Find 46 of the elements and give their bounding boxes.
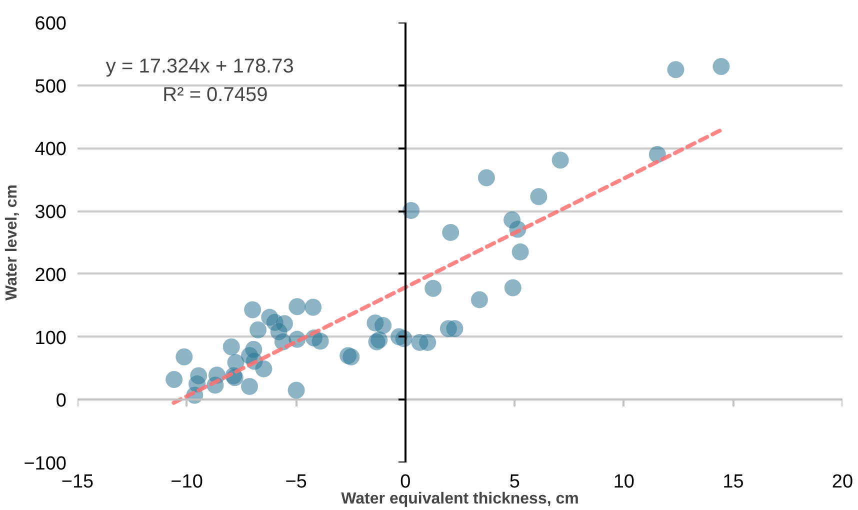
point	[478, 169, 495, 186]
y-tick-label: 200	[34, 264, 66, 286]
point	[374, 316, 392, 334]
x-tick-label: −5	[285, 472, 307, 492]
y-tick-label: −100	[24, 454, 66, 474]
point	[419, 334, 436, 351]
y-tick-label: 0	[56, 390, 67, 412]
point	[288, 382, 305, 399]
point	[288, 298, 306, 316]
point	[244, 301, 262, 318]
point	[504, 279, 522, 296]
point	[176, 348, 193, 366]
y-tick-label: 300	[34, 202, 66, 224]
x-tick-label: −10	[170, 472, 203, 492]
point	[255, 360, 272, 378]
x-tick-label: 15	[722, 472, 744, 492]
point	[166, 371, 183, 388]
x-axis-title: Water equivalent thickness, cm	[341, 490, 579, 508]
y-axis-title: Water level, cm	[4, 184, 21, 300]
point	[276, 315, 293, 332]
point	[446, 320, 464, 338]
point	[304, 298, 322, 316]
annotation: y = 17.324x + 178.73	[106, 56, 294, 78]
y-tick-label: 400	[34, 139, 66, 160]
y-tick-label: 500	[34, 76, 66, 98]
point	[222, 338, 240, 356]
x-tick-label: 0	[400, 472, 411, 492]
x-tick-label: 5	[509, 472, 520, 492]
point	[312, 332, 329, 350]
x-tick-label: 20	[832, 472, 854, 492]
y-tick-label: 600	[34, 14, 66, 34]
point	[552, 152, 569, 169]
point	[442, 224, 460, 241]
point	[712, 58, 730, 75]
point	[512, 243, 529, 260]
point	[424, 280, 442, 297]
x-tick-label: −15	[61, 472, 94, 492]
point	[667, 61, 684, 78]
y-tick-label: 100	[34, 328, 66, 349]
point	[530, 188, 548, 206]
point	[470, 291, 488, 308]
point	[250, 321, 267, 338]
point	[241, 378, 258, 395]
x-tick-label: 10	[613, 472, 634, 492]
point	[342, 348, 360, 366]
annotation: R² = 0.7459	[162, 84, 268, 106]
